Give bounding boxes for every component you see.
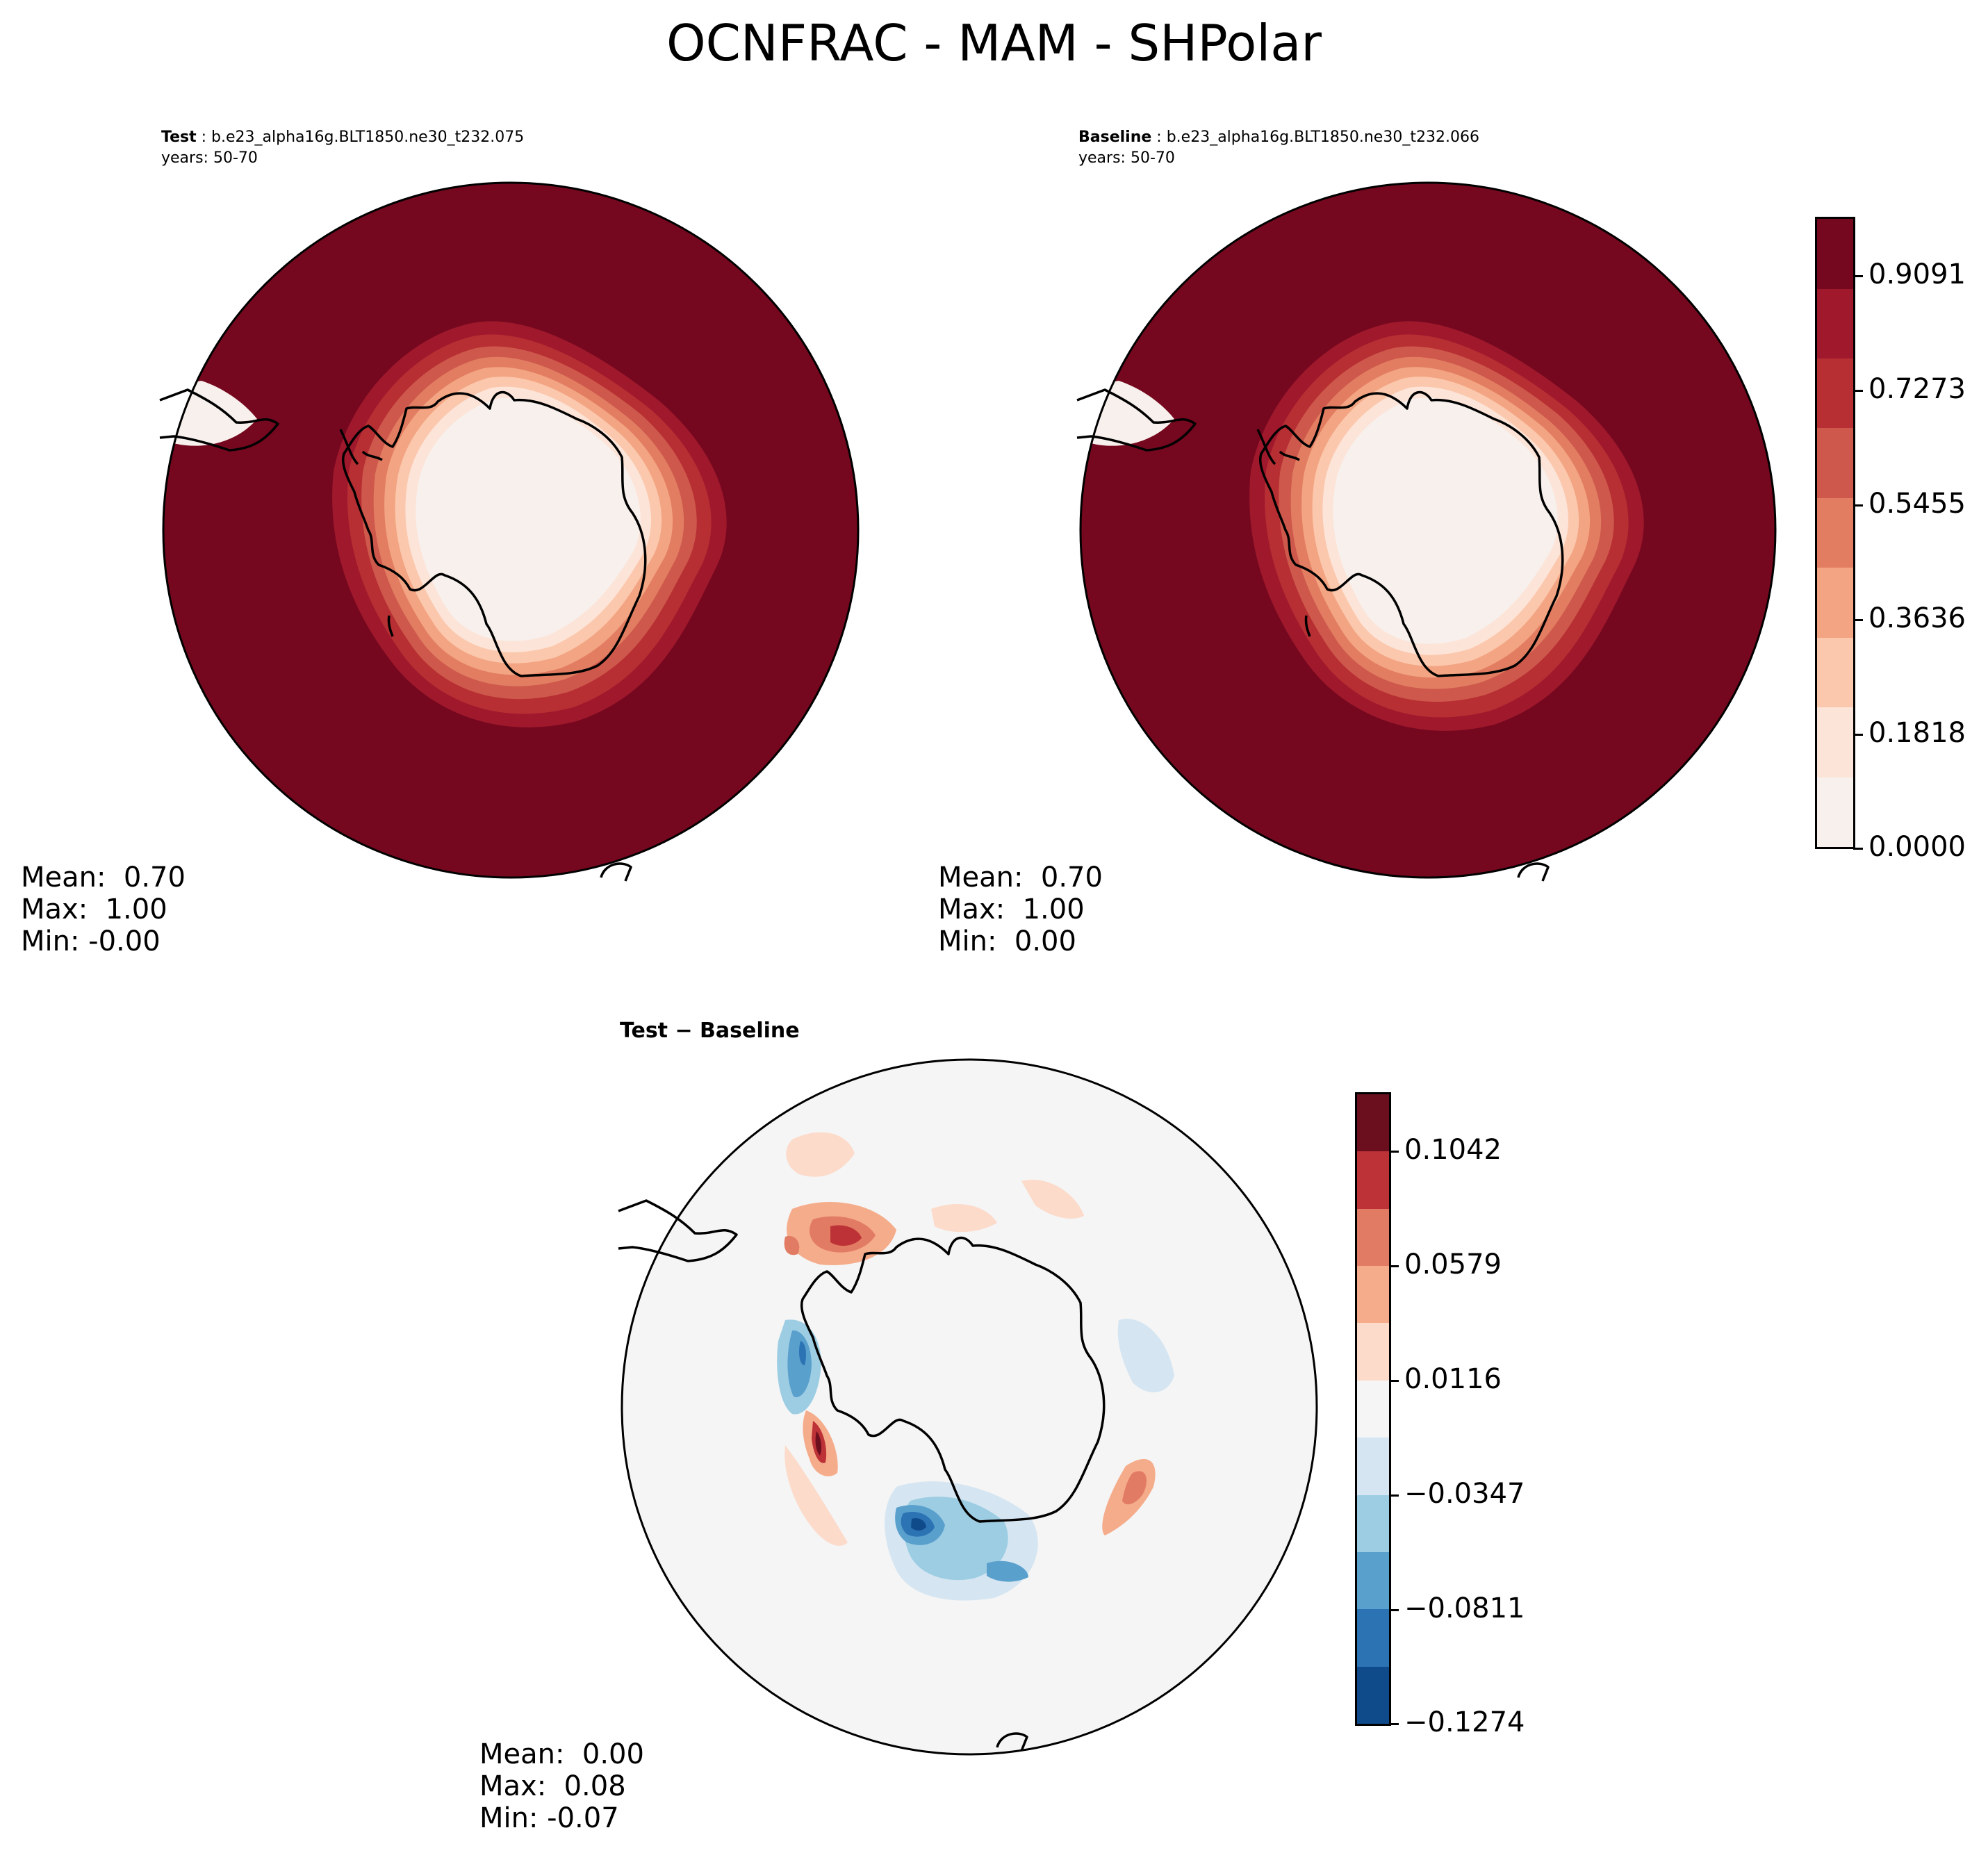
diff-stats: Mean: 0.00 Max: 0.08 Min: -0.07 xyxy=(479,1738,644,1834)
baseline-label: Baseline xyxy=(1078,129,1152,146)
diff-colorbar-swatch-8 xyxy=(1357,1551,1389,1610)
baseline-max: Max: 1.00 xyxy=(938,893,1085,925)
diff-colorbar-swatch-3 xyxy=(1357,1266,1389,1324)
test-map-field xyxy=(163,183,858,878)
test-panel-header: Test : b.e23_alpha16g.BLT1850.ne30_t232.… xyxy=(161,129,525,167)
test-max: Max: 1.00 xyxy=(21,893,167,925)
test-stats: Mean: 0.70 Max: 1.00 Min: -0.00 xyxy=(21,862,186,957)
main-colorbar-swatch-8 xyxy=(1817,219,1853,289)
diff-map-border xyxy=(621,1058,1318,1756)
diff-tick-2: 0.0116 xyxy=(1389,1363,1502,1395)
main-tick-1: 0.7273 xyxy=(1853,373,1966,405)
diff-colorbar-swatch-4 xyxy=(1357,1323,1389,1381)
test-case-name: b.e23_alpha16g.BLT1850.ne30_t232.075 xyxy=(211,129,525,146)
diff-mean: Mean: 0.00 xyxy=(479,1738,644,1770)
test-map-border xyxy=(162,181,860,879)
main-colorbar-swatch-7 xyxy=(1817,288,1853,359)
baseline-map xyxy=(1076,181,1777,882)
main-tick-0: 0.9091 xyxy=(1853,258,1966,290)
diff-coastline xyxy=(618,1199,1106,1752)
diff-min: Min: -0.07 xyxy=(479,1802,619,1834)
main-colorbar-swatch-0 xyxy=(1817,777,1853,847)
baseline-map-border xyxy=(1079,181,1777,879)
diff-colorbar-swatch-9 xyxy=(1357,1609,1389,1667)
main-colorbar-swatch-6 xyxy=(1817,358,1853,429)
diff-colorbar-swatch-6 xyxy=(1357,1438,1389,1495)
baseline-panel-header: Baseline : b.e23_alpha16g.BLT1850.ne30_t… xyxy=(1078,129,1479,167)
diff-panel-title: Test − Baseline xyxy=(620,1019,800,1043)
baseline-years: years: 50-70 xyxy=(1078,149,1175,167)
main-tick-5: 0.0000 xyxy=(1853,831,1966,863)
diff-map-field xyxy=(622,1060,1317,1754)
baseline-mean: Mean: 0.70 xyxy=(938,862,1103,893)
test-years: years: 50-70 xyxy=(161,149,258,167)
diff-colorbar xyxy=(1355,1092,1391,1726)
main-colorbar xyxy=(1815,217,1855,849)
baseline-map-field xyxy=(1081,183,1775,878)
baseline-case-name: b.e23_alpha16g.BLT1850.ne30_t232.066 xyxy=(1166,129,1479,146)
figure-title: OCNFRAC - MAM - SHPolar xyxy=(666,14,1322,72)
diff-tick-0: 0.1042 xyxy=(1389,1134,1502,1166)
diff-colorbar-swatch-10 xyxy=(1357,1666,1389,1724)
diff-tick-1: 0.0579 xyxy=(1389,1249,1502,1280)
main-colorbar-swatch-5 xyxy=(1817,428,1853,498)
main-tick-4: 0.1818 xyxy=(1853,717,1966,749)
diff-tick-5: −0.1274 xyxy=(1389,1706,1525,1738)
main-colorbar-swatch-3 xyxy=(1817,568,1853,638)
test-coastline xyxy=(159,388,647,882)
diff-colorbar-swatch-7 xyxy=(1357,1494,1389,1552)
baseline-coastline xyxy=(1076,388,1564,882)
test-min: Min: -0.00 xyxy=(21,925,161,957)
test-label: Test xyxy=(161,129,197,146)
diff-colorbar-swatch-1 xyxy=(1357,1151,1389,1209)
main-colorbar-swatch-4 xyxy=(1817,497,1853,568)
diff-max: Max: 0.08 xyxy=(479,1770,626,1802)
diff-colorbar-ticks: 0.1042 0.0579 0.0116 −0.0347 −0.0811 −0.… xyxy=(1389,1092,1556,1738)
diff-colorbar-swatch-5 xyxy=(1357,1380,1389,1438)
diff-tick-3: −0.0347 xyxy=(1389,1478,1525,1510)
baseline-stats: Mean: 0.70 Max: 1.00 Min: 0.00 xyxy=(938,862,1103,957)
main-tick-3: 0.3636 xyxy=(1853,602,1966,634)
main-tick-2: 0.5455 xyxy=(1853,488,1966,520)
diff-colorbar-swatch-0 xyxy=(1357,1094,1389,1152)
diff-colorbar-swatch-2 xyxy=(1357,1208,1389,1267)
main-colorbar-swatch-2 xyxy=(1817,637,1853,708)
diff-map xyxy=(618,1058,1318,1756)
test-mean: Mean: 0.70 xyxy=(21,862,186,893)
main-colorbar-ticks: 0.9091 0.7273 0.5455 0.3636 0.1818 0.000… xyxy=(1853,217,1985,863)
test-map xyxy=(159,181,860,882)
baseline-min: Min: 0.00 xyxy=(938,925,1076,957)
diff-tick-4: −0.0811 xyxy=(1389,1592,1525,1624)
main-colorbar-swatch-1 xyxy=(1817,707,1853,777)
